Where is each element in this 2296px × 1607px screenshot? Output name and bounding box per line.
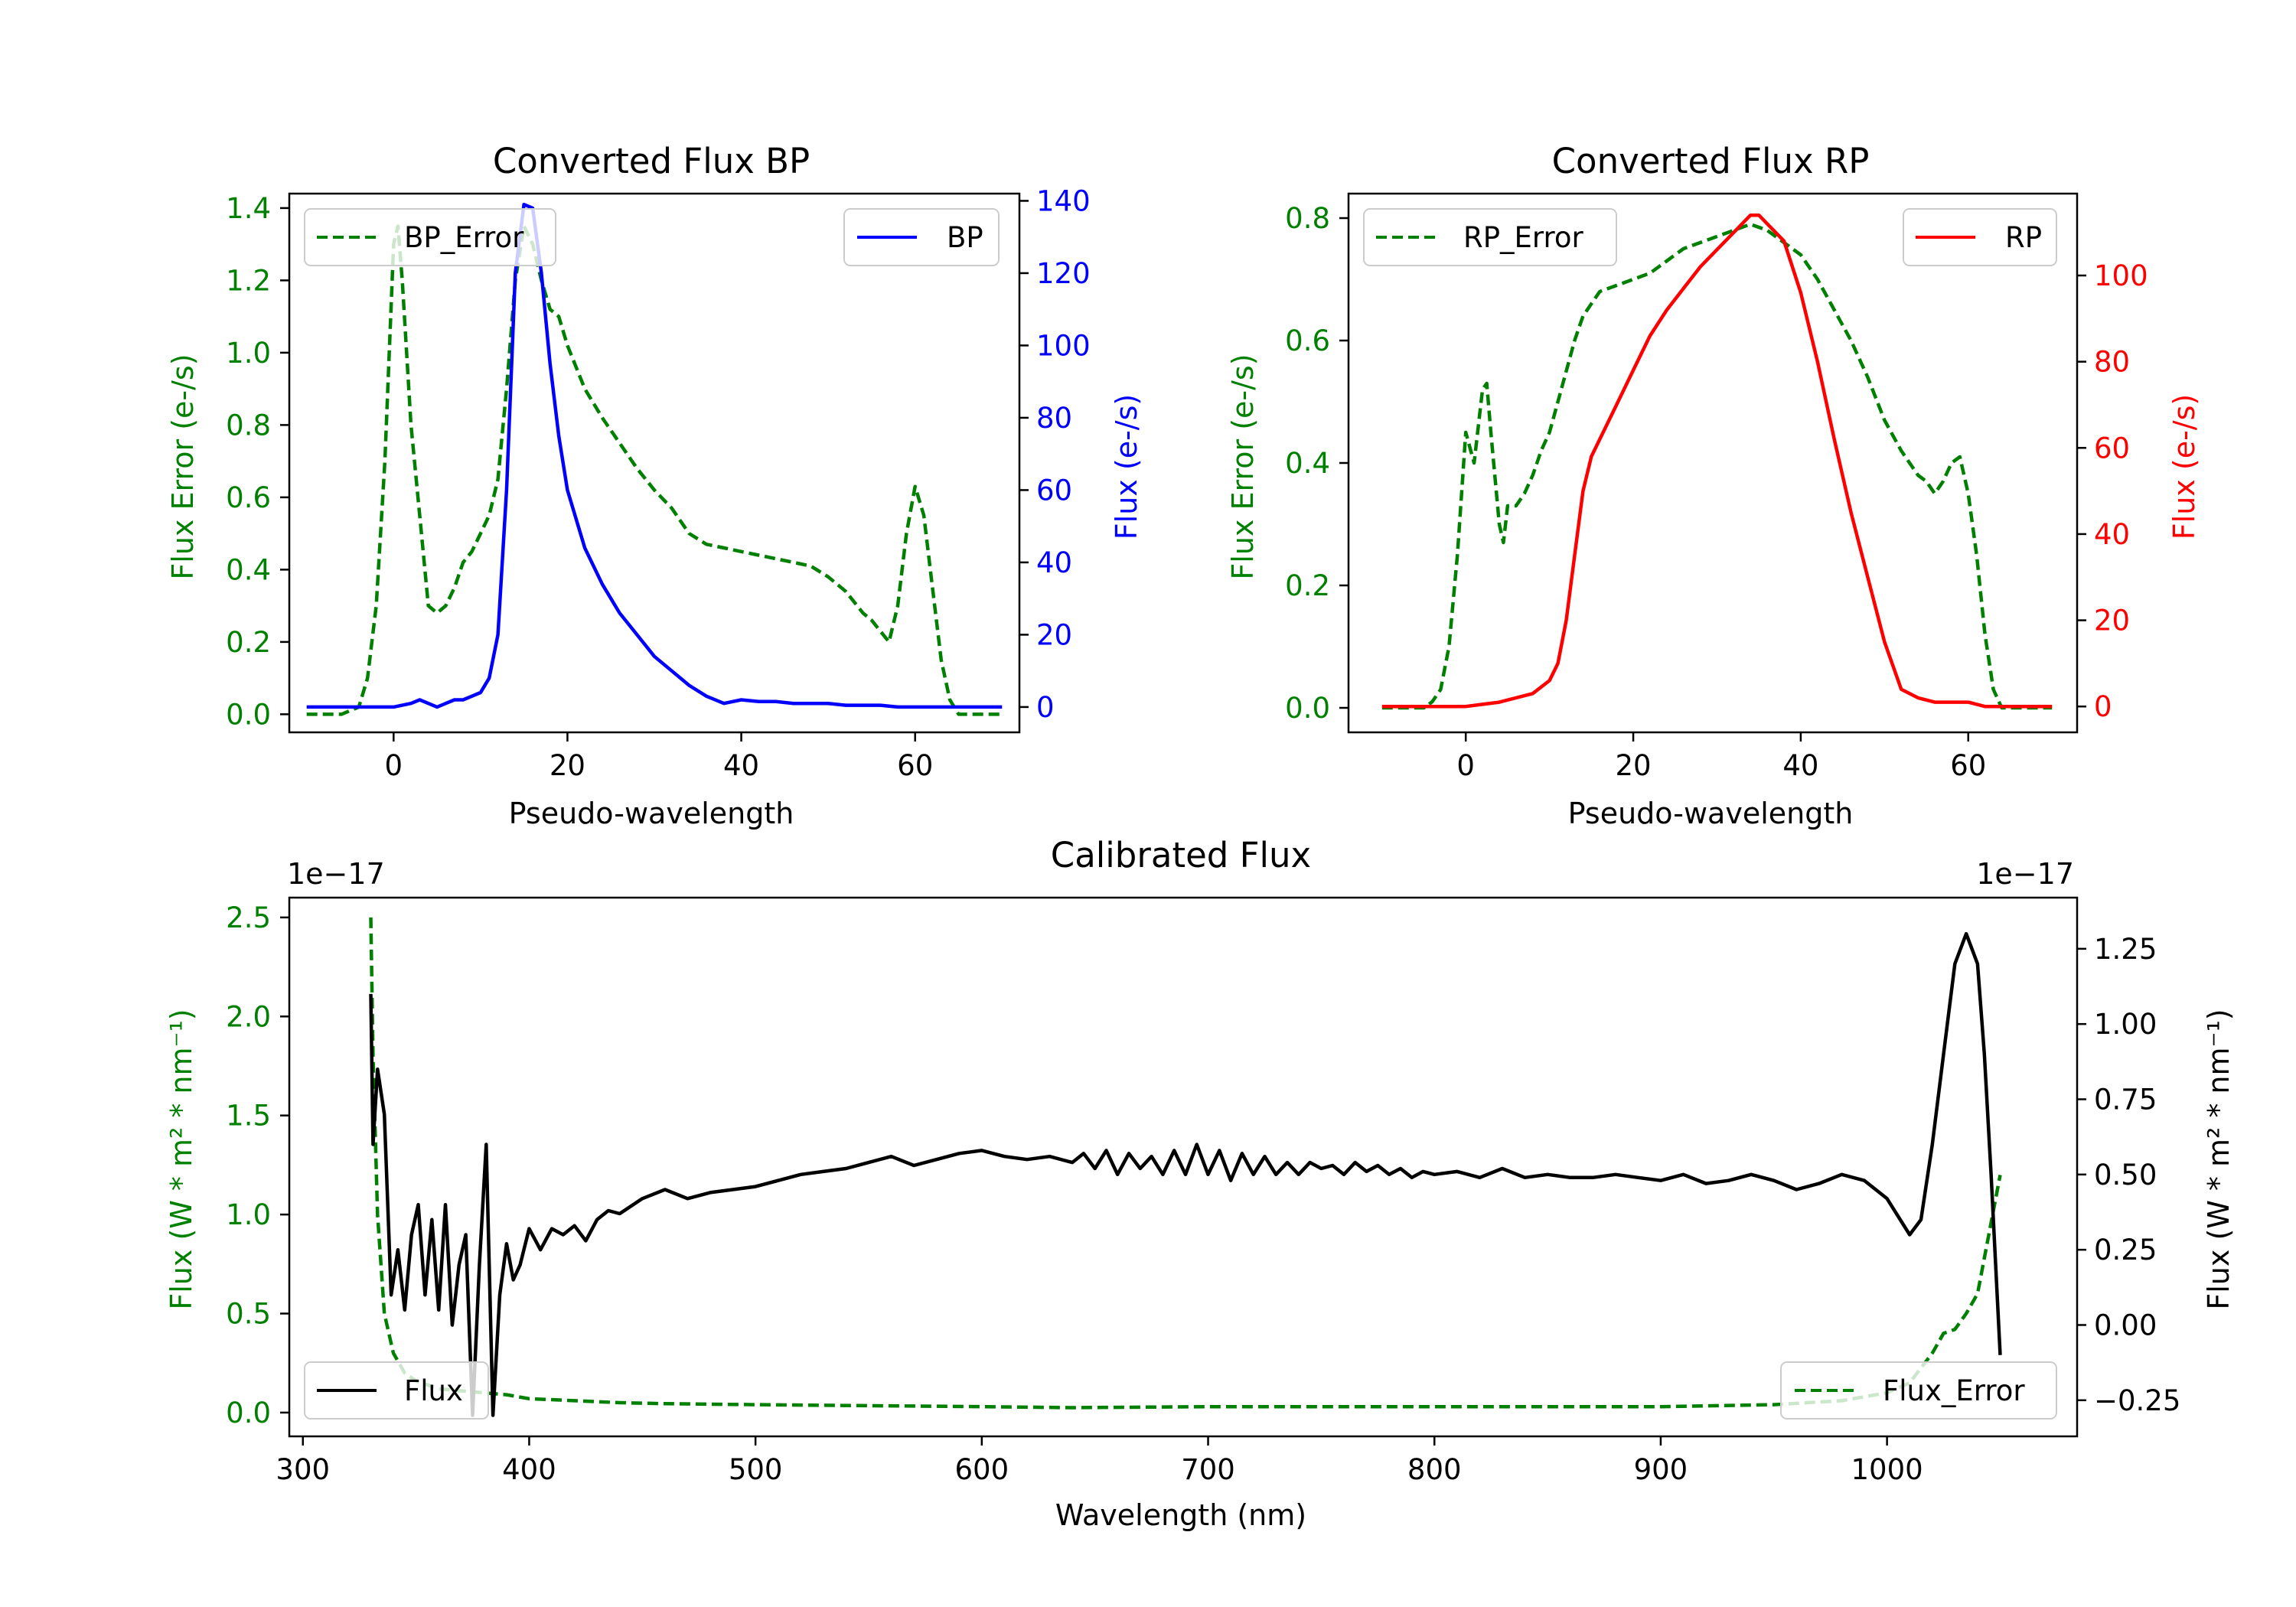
bp-x-tick-label: 40 bbox=[723, 749, 759, 782]
calibrated-chart: Calibrated Flux Wavelength (nm) 1e−17 1e… bbox=[165, 835, 2236, 1532]
calibrated-axes-frame bbox=[288, 896, 2079, 1438]
bp-axes-frame bbox=[288, 192, 1021, 734]
calibrated-x-tick-label: 700 bbox=[1181, 1453, 1235, 1486]
rp-x-tick-label: 20 bbox=[1615, 749, 1651, 782]
calibrated-legend-left: Flux bbox=[304, 1361, 489, 1420]
bp-title: Converted Flux BP bbox=[493, 141, 810, 181]
calibrated-y-right-tick-label: −0.25 bbox=[2094, 1384, 2180, 1417]
bp-y-left-tick-label: 1.4 bbox=[226, 192, 271, 225]
bp-y-right-tick-label: 120 bbox=[1036, 257, 1091, 290]
calibrated-title: Calibrated Flux bbox=[1051, 835, 1311, 875]
bp-y-right-tick-label: 0 bbox=[1036, 691, 1055, 724]
calibrated-xlabel: Wavelength (nm) bbox=[1055, 1498, 1306, 1532]
rp-x-tick-label: 60 bbox=[1950, 749, 1986, 782]
rp-series-rp bbox=[1381, 213, 2053, 709]
bp-y-left-tick-label: 0.6 bbox=[226, 481, 271, 514]
bp-series-bp-error bbox=[306, 224, 1003, 716]
calibrated-x-tick-label: 400 bbox=[502, 1453, 556, 1486]
rp-title: Converted Flux RP bbox=[1552, 141, 1870, 181]
bp-y-right-tick-label: 20 bbox=[1036, 618, 1072, 651]
rp-chart: Converted Flux RP Pseudo-wavelength Flux… bbox=[1226, 141, 2201, 830]
calibrated-y-left-tick-label: 2.5 bbox=[226, 901, 271, 934]
rp-y-right-tick-label: 80 bbox=[2094, 346, 2130, 379]
calibrated-legend-right: Flux_Error bbox=[1780, 1361, 2057, 1420]
calibrated-x-tick-label: 600 bbox=[955, 1453, 1009, 1486]
rp-x-tick-label: 40 bbox=[1782, 749, 1818, 782]
calibrated-y-left-tick-label: 1.5 bbox=[226, 1100, 271, 1133]
rp-y-left-tick-label: 0.2 bbox=[1285, 569, 1330, 602]
rp-ylabel-right: Flux (e-/s) bbox=[2167, 394, 2201, 539]
rp-y-right-tick-label: 40 bbox=[2094, 518, 2130, 551]
bp-y-right-tick-label: 100 bbox=[1036, 329, 1091, 362]
bp-y-left-tick-label: 0.4 bbox=[226, 553, 271, 586]
calibrated-offset-right: 1e−17 bbox=[1976, 857, 2074, 891]
calibrated-x-tick-label: 800 bbox=[1407, 1453, 1462, 1486]
rp-legend-left: RP_Error bbox=[1363, 208, 1617, 266]
bp-error-legend-label: BP_Error bbox=[404, 221, 524, 254]
calibrated-series-flux bbox=[369, 931, 2002, 1417]
rp-y-left-tick-label: 0.6 bbox=[1285, 324, 1330, 357]
calibrated-y-left-tick-label: 1.0 bbox=[226, 1198, 271, 1231]
bp-chart: Converted Flux BP Pseudo-wavelength Flux… bbox=[166, 141, 1143, 830]
rp-y-right-tick-label: 0 bbox=[2094, 690, 2112, 723]
bp-ylabel-left: Flux Error (e-/s) bbox=[166, 354, 200, 579]
rp-ylabel-left: Flux Error (e-/s) bbox=[1226, 354, 1260, 579]
bp-y-left-tick-label: 0.2 bbox=[226, 626, 271, 659]
bp-x-tick-label: 20 bbox=[550, 749, 585, 782]
rp-y-right-tick-label: 100 bbox=[2094, 259, 2148, 292]
bp-y-right-tick-label: 80 bbox=[1036, 402, 1072, 435]
rp-xlabel: Pseudo-wavelength bbox=[1568, 797, 1854, 830]
rp-legend-label: RP bbox=[2005, 221, 2042, 254]
bp-y-left-tick-label: 1.0 bbox=[226, 337, 271, 370]
rp-y-left-tick-label: 0.0 bbox=[1285, 692, 1330, 725]
bp-legend-left: BP_Error bbox=[304, 208, 556, 266]
bp-x-tick-label: 0 bbox=[385, 749, 403, 782]
calibrated-y-left-tick-label: 2.0 bbox=[226, 1000, 271, 1033]
calibrated-y-right-tick-label: 0.00 bbox=[2094, 1309, 2157, 1341]
bp-y-left-tick-label: 0.0 bbox=[226, 698, 271, 731]
calibrated-y-right-tick-label: 0.50 bbox=[2094, 1159, 2157, 1191]
bp-series-bp bbox=[306, 202, 1003, 709]
bp-y-right-tick-label: 60 bbox=[1036, 474, 1072, 507]
calibrated-y-right-tick-label: 0.75 bbox=[2094, 1084, 2157, 1116]
calibrated-x-tick-label: 300 bbox=[276, 1453, 330, 1486]
bp-x-tick-label: 60 bbox=[897, 749, 933, 782]
rp-y-right-tick-label: 20 bbox=[2094, 605, 2130, 637]
bp-y-left-tick-label: 0.8 bbox=[226, 409, 271, 442]
rp-x-tick-label: 0 bbox=[1456, 749, 1475, 782]
bp-y-left-tick-label: 1.2 bbox=[226, 264, 271, 297]
calibrated-y-right-tick-label: 1.25 bbox=[2094, 933, 2157, 966]
calibrated-y-right-tick-label: 0.25 bbox=[2094, 1234, 2157, 1266]
calibrated-offset-left: 1e−17 bbox=[287, 857, 385, 891]
calibrated-y-left-tick-label: 0.0 bbox=[226, 1397, 271, 1429]
flux-error-legend-label: Flux_Error bbox=[1883, 1374, 2025, 1407]
calibrated-y-left-tick-label: 0.5 bbox=[226, 1298, 271, 1331]
flux-legend-label: Flux bbox=[404, 1374, 463, 1407]
rp-series-rp-error bbox=[1381, 222, 2053, 710]
bp-y-right-tick-label: 140 bbox=[1036, 184, 1091, 217]
calibrated-x-tick-label: 500 bbox=[729, 1453, 783, 1486]
bp-legend-right: BP bbox=[843, 208, 1000, 266]
bp-xlabel: Pseudo-wavelength bbox=[509, 797, 794, 830]
bp-y-right-tick-label: 40 bbox=[1036, 546, 1072, 579]
calibrated-x-tick-label: 1000 bbox=[1851, 1453, 1923, 1486]
calibrated-y-right-tick-label: 1.00 bbox=[2094, 1008, 2157, 1041]
bp-legend-label: BP bbox=[947, 221, 983, 254]
calibrated-ylabel-right: Flux (W * m² * nm⁻¹) bbox=[2202, 1009, 2236, 1309]
calibrated-ylabel-left: Flux (W * m² * nm⁻¹) bbox=[165, 1009, 198, 1309]
rp-y-left-tick-label: 0.4 bbox=[1285, 447, 1330, 480]
rp-y-right-tick-label: 60 bbox=[2094, 432, 2130, 464]
rp-y-left-tick-label: 0.8 bbox=[1285, 202, 1330, 235]
rp-legend-right: RP bbox=[1903, 208, 2057, 266]
rp-error-legend-label: RP_Error bbox=[1463, 221, 1583, 254]
bp-ylabel-right: Flux (e-/s) bbox=[1110, 394, 1143, 539]
calibrated-x-tick-label: 900 bbox=[1634, 1453, 1688, 1486]
